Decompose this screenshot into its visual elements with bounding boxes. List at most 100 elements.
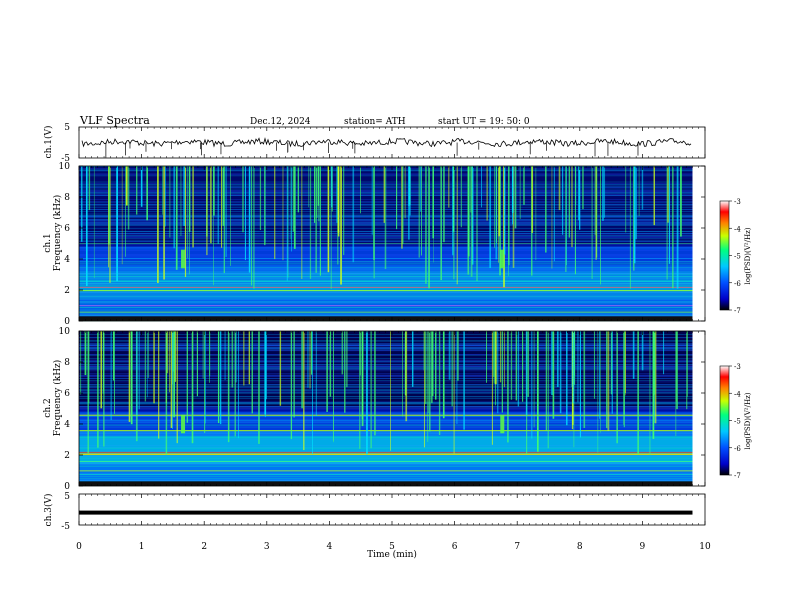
spectrogram-line	[79, 302, 693, 304]
y-tick-label-10: 10	[59, 327, 71, 337]
spectrogram-sferic	[573, 331, 576, 385]
ch1-colorbar-ticks: -3 -4 -5 -6 -7	[729, 198, 741, 315]
spectrogram-line	[79, 276, 693, 278]
spectrogram-sferic	[97, 331, 99, 448]
x-tick-label-7: 7	[514, 542, 520, 552]
x-tick-label-3: 3	[264, 542, 270, 552]
spectrogram-line	[79, 364, 693, 365]
station-label: station= ATH	[344, 117, 406, 127]
spectrogram-line	[79, 307, 693, 308]
spectrogram-sferic	[263, 166, 266, 246]
spectrogram-sferic	[213, 166, 214, 286]
spectrogram-line	[79, 408, 693, 410]
spectrogram-line	[79, 283, 693, 285]
spectrogram-sferic	[383, 166, 385, 223]
spectrogram-line	[79, 273, 693, 275]
colorbar-tick-label--6: -6	[734, 280, 741, 288]
y-tick-label-2: 2	[64, 286, 70, 296]
spectrogram-sferic	[578, 166, 580, 221]
spectrogram-sferic	[649, 331, 651, 455]
spectrogram-sferic	[641, 166, 644, 210]
spectrogram-sferic	[192, 166, 194, 248]
spectrogram-sferic	[536, 331, 539, 452]
spectrogram-sferic	[180, 166, 182, 237]
spectrogram-line	[79, 368, 693, 369]
spectrogram-line	[79, 438, 693, 440]
spectrogram-sferic	[301, 166, 303, 279]
spectrogram-line	[79, 390, 693, 392]
spectrogram-line	[79, 285, 693, 286]
ch3-voltage-ylabel: ch.3(V)	[43, 494, 54, 527]
spectrogram-sferic	[405, 331, 408, 422]
spectrogram-sferic	[562, 166, 564, 235]
spectrogram-line	[79, 408, 693, 409]
x-axis-label: Time (min)	[367, 549, 417, 560]
spectrogram-sferic	[676, 331, 678, 410]
spectrogram-line	[79, 407, 693, 408]
spectrogram-line	[79, 375, 693, 377]
spectrogram-line	[79, 434, 693, 436]
spectrogram-line	[79, 456, 693, 457]
spectrogram-line	[79, 480, 693, 481]
spectrogram-sferic	[292, 166, 294, 232]
spectrogram-emission-line	[79, 461, 693, 462]
spectrogram-sferic	[476, 166, 478, 282]
spectrogram-sferic	[100, 331, 103, 409]
spectrogram-line	[79, 421, 693, 423]
spectrogram-line	[79, 375, 693, 376]
spectrogram-line	[79, 480, 693, 481]
spectrogram-sferic	[223, 166, 225, 274]
spectrogram-sferic	[435, 331, 437, 400]
spectrogram-line	[79, 354, 693, 355]
spectrogram-sferic	[172, 331, 174, 372]
spectrogram-line	[79, 276, 693, 277]
date-label: Dec.12, 2024	[250, 117, 311, 127]
spectrogram-sferic	[136, 166, 138, 215]
spectrogram-sferic	[127, 166, 130, 230]
spectrogram-sferic	[230, 166, 231, 266]
spectrogram-sferic	[494, 331, 497, 385]
spectrogram-sferic	[600, 331, 601, 433]
spectrogram-line	[79, 314, 693, 316]
spectrogram-line	[79, 383, 693, 385]
spectrogram-sferic	[352, 166, 355, 263]
spectrogram-line	[79, 386, 693, 388]
spectrogram-line	[79, 281, 693, 283]
spectrogram-sferic	[208, 331, 210, 383]
spectrogram-line	[79, 389, 693, 391]
spectrogram-line	[79, 275, 693, 277]
x-tick-label-6: 6	[452, 542, 458, 552]
y-tick-label-0: 0	[64, 317, 70, 327]
spectrogram-line	[79, 363, 693, 365]
ch1-voltage-ylabel: ch.1(V)	[43, 126, 54, 159]
spectrogram-sferic	[315, 166, 318, 273]
spectrogram-line	[79, 420, 693, 422]
spectrogram-sferic	[503, 331, 505, 388]
spectrogram-sferic	[248, 166, 251, 273]
spectrogram-sferic	[326, 331, 328, 412]
spectrogram-sferic	[282, 166, 284, 261]
spectrogram-line	[79, 403, 693, 404]
spectrogram-sferic	[597, 331, 599, 453]
spectrogram-sferic	[301, 331, 303, 409]
spectrogram-line	[79, 415, 693, 417]
spectrogram-line	[79, 424, 693, 426]
ch3-voltage-series	[79, 510, 693, 515]
spectrogram-line	[79, 296, 693, 298]
spectrogram-line	[79, 361, 693, 363]
spectrogram-sferic	[467, 166, 470, 257]
spectrogram-sferic	[489, 166, 492, 269]
spectrogram-sferic	[653, 166, 655, 226]
spectrogram-emission-line	[79, 305, 693, 307]
spectrogram-sferic	[451, 331, 453, 407]
spectrogram-sferic	[501, 331, 503, 413]
spectrogram-sferic	[191, 331, 194, 444]
spectrogram-line	[79, 345, 693, 347]
spectrogram-line	[79, 302, 693, 303]
spectrogram-emission-line	[79, 286, 693, 288]
spectrogram-sferic	[221, 166, 223, 248]
spectrogram-line	[79, 312, 693, 314]
spectrogram-sferic	[253, 166, 255, 289]
spectrogram-line	[79, 378, 693, 379]
ch3-voltage-frame	[78, 493, 706, 526]
